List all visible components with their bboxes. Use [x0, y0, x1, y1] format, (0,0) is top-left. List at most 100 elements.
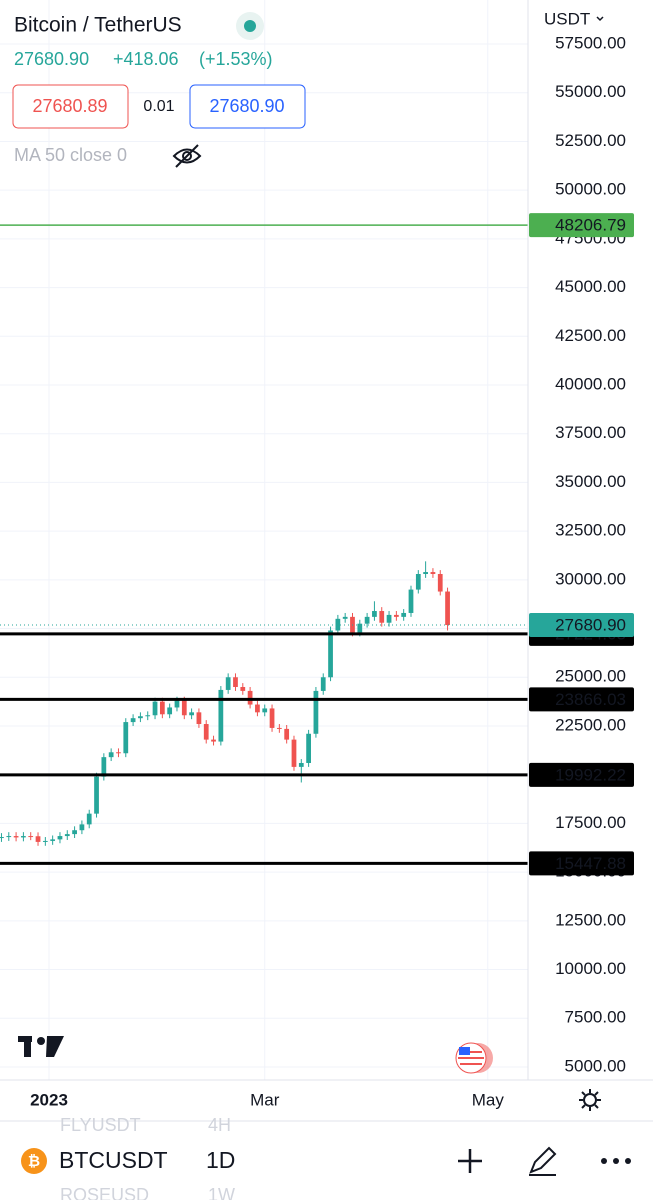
price-line-label: 15447.88 [555, 854, 626, 873]
candle-body [225, 677, 231, 690]
price-line-label-bg [529, 762, 634, 787]
price: 27680.90 [14, 49, 89, 69]
watch-symbol[interactable]: FLYUSDT [60, 1115, 141, 1135]
candle-body [108, 752, 114, 758]
candle-body [437, 573, 443, 592]
candle-body [203, 724, 209, 740]
candle-body [401, 612, 407, 617]
interval[interactable]: 1D [206, 1147, 235, 1173]
candle-body [152, 701, 158, 716]
candle-body [64, 834, 70, 837]
y-tick-label: 57500.00 [555, 34, 626, 53]
candle-body [72, 830, 77, 835]
y-tick-label: 17500.00 [555, 813, 626, 832]
x-tick-label: Mar [250, 1090, 280, 1109]
candle-body [42, 840, 48, 842]
y-tick-label: 55000.00 [555, 82, 626, 101]
watch-symbol[interactable]: ROSEUSD [60, 1185, 149, 1200]
y-tick-label: 30000.00 [555, 569, 626, 588]
candle-body [196, 712, 202, 725]
currency[interactable]: USDT [544, 9, 590, 28]
price-line-label-bg [529, 213, 634, 238]
price-line-label: 23866.03 [555, 690, 626, 709]
y-tick-label: 25000.00 [555, 667, 626, 686]
y-tick-label: 35000.00 [555, 472, 626, 491]
ticker[interactable]: BTCUSDT [59, 1147, 168, 1173]
candle-body [247, 690, 253, 705]
bid[interactable]: 27680.89 [32, 96, 107, 116]
y-tick-label: 37500.00 [555, 423, 626, 442]
btc-icon [21, 1148, 47, 1174]
ask[interactable]: 27680.90 [209, 96, 284, 116]
candle-body [6, 836, 12, 838]
status-dot [244, 20, 256, 32]
y-tick-label: 42500.00 [555, 326, 626, 345]
candle-body [306, 733, 311, 763]
flag-icon [455, 1042, 493, 1074]
buy-button[interactable] [189, 84, 306, 129]
y-tick-label: 10000.00 [555, 959, 626, 978]
candle-body [328, 630, 333, 678]
candle-body [408, 589, 414, 613]
candle-body [79, 824, 85, 831]
candle-body [189, 712, 194, 716]
candle-body [423, 572, 428, 574]
candle-body [50, 839, 56, 841]
candle-body [86, 813, 92, 825]
candle-body [21, 836, 26, 838]
candle-body [181, 700, 187, 716]
candle-body [28, 836, 34, 838]
candle-body [342, 616, 348, 619]
candle-body [211, 739, 216, 742]
candle-body [364, 616, 370, 624]
candle-body [291, 739, 297, 767]
last-price-label-bg [529, 613, 634, 638]
candle-body [298, 762, 304, 767]
price-line-label-bg [529, 687, 634, 712]
candle-body [393, 614, 399, 617]
candle-body [159, 701, 165, 715]
candle-body [233, 677, 238, 688]
watch-interval: 1W [208, 1185, 235, 1200]
candle-body [313, 690, 319, 734]
candle-body [240, 687, 246, 691]
y-tick-label: 32500.00 [555, 521, 626, 540]
hide-icon[interactable] [172, 144, 202, 168]
candle-body [284, 728, 290, 740]
candle-body [101, 757, 107, 777]
candle-body [415, 573, 421, 590]
currency-caret [596, 16, 604, 22]
candle-body [255, 704, 260, 713]
y-tick-label: 12500.00 [555, 910, 626, 929]
y-tick-label: 50000.00 [555, 180, 626, 199]
candle-body [57, 836, 63, 840]
price-line-label: 19992.22 [555, 765, 626, 784]
price-line-label: 48206.79 [555, 216, 626, 235]
price-line-label-bg [529, 851, 634, 876]
add-button[interactable] [458, 1149, 482, 1173]
candle-body [276, 727, 282, 729]
candle-body [218, 689, 224, 742]
y-tick-label: 40000.00 [555, 374, 626, 393]
sell-button[interactable] [12, 84, 129, 129]
candle-body [138, 716, 143, 719]
y-tick-label: 52500.00 [555, 131, 626, 150]
candle-body [445, 591, 450, 626]
watch-interval: 4H [208, 1115, 231, 1135]
candle-body [130, 718, 136, 723]
candle-body [335, 618, 341, 631]
settings-icon[interactable] [579, 1089, 601, 1111]
indicator[interactable]: MA 50 close 0 [14, 145, 127, 165]
candle-body [174, 700, 180, 708]
draw-button[interactable] [529, 1146, 557, 1176]
more-button[interactable] [601, 1158, 631, 1164]
candle-body [357, 623, 363, 633]
btc-glyph: ₿ [28, 1153, 40, 1170]
candle-body [386, 614, 392, 623]
candle-body [94, 776, 99, 814]
candle-body [262, 708, 268, 713]
toolbar [0, 1121, 653, 1200]
candle-body [13, 836, 19, 838]
